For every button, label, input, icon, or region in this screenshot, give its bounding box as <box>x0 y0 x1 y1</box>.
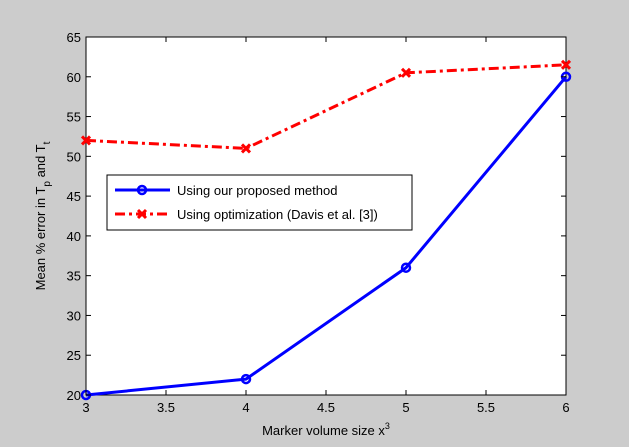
series-line-1 <box>85 75 568 397</box>
series-1-point <box>400 262 412 273</box>
y-tick-label: 55 <box>67 110 81 125</box>
y-tick-label: 25 <box>67 348 81 363</box>
series-2-point <box>560 59 572 70</box>
y-tick-label: 45 <box>67 189 81 204</box>
x-tick-label: 5 <box>402 400 409 415</box>
x-tick-label: 5.5 <box>477 400 495 415</box>
y-tick-label: 20 <box>67 388 81 403</box>
y-tick-label: 30 <box>67 308 81 323</box>
x-tick-label: 3 <box>82 400 89 415</box>
series-2-point <box>240 143 252 154</box>
legend-label-series-2: Using optimization (Davis et al. [3]) <box>177 207 378 222</box>
legend: Using our proposed method Using optimiza… <box>106 174 413 231</box>
y-tick-label: 50 <box>67 149 81 164</box>
x-axis-label: Marker volume size x3 <box>262 421 390 438</box>
series-2-point <box>80 135 92 146</box>
y-axis-label: Mean % error in Tp and Tt <box>33 141 53 290</box>
legend-marker-series-1 <box>136 184 148 196</box>
x-tick-label: 4 <box>242 400 249 415</box>
legend-marker-series-2 <box>136 208 148 220</box>
legend-label-series-1: Using our proposed method <box>177 183 337 198</box>
y-tick-label: 60 <box>67 70 81 85</box>
y-tick-label: 40 <box>67 229 81 244</box>
y-tick-label: 35 <box>67 269 81 284</box>
ticks-layer: 3 3.5 4 4.5 5 5.5 6 20 25 30 35 40 45 50 55 60 65 <box>67 30 570 415</box>
x-tick-label: 6 <box>562 400 569 415</box>
x-tick-label: 4.5 <box>317 400 335 415</box>
x-tick-label: 3.5 <box>157 400 175 415</box>
series-1-point <box>240 373 252 385</box>
series-2-point <box>400 67 412 78</box>
legend-box <box>106 174 413 231</box>
y-tick-label: 65 <box>67 30 81 45</box>
